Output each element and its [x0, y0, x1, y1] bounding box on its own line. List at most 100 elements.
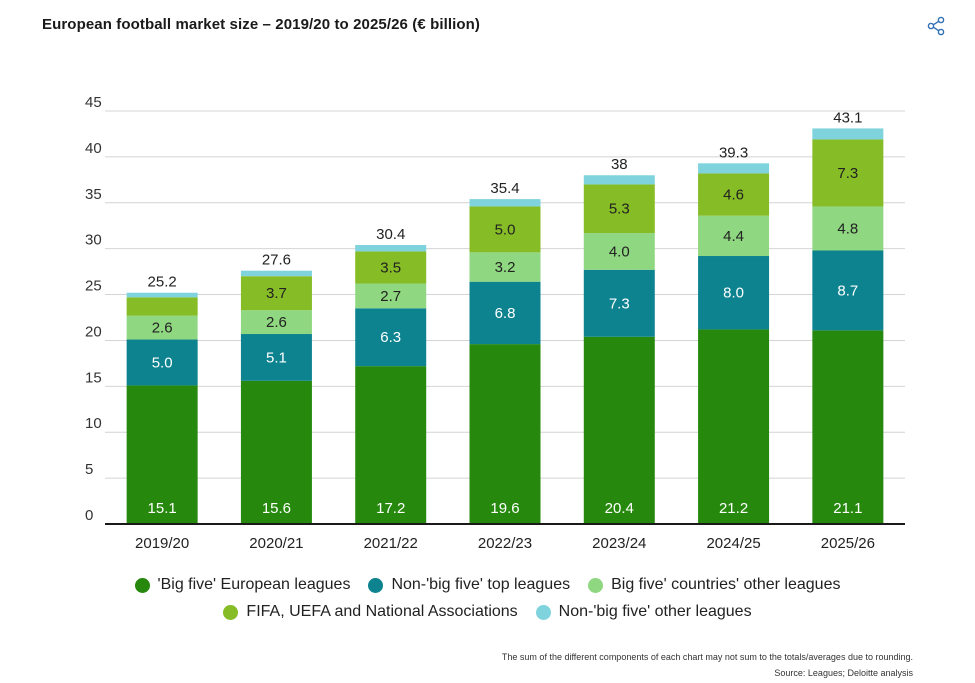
- total-label: 27.6: [262, 252, 291, 269]
- legend-swatch: [368, 577, 384, 593]
- bar-segment: [698, 256, 770, 330]
- data-label: 21.1: [833, 500, 862, 517]
- legend-swatch: [134, 577, 150, 593]
- bar-segment: [583, 269, 655, 337]
- bar-segment: [698, 329, 770, 524]
- bar-segment: [469, 252, 541, 282]
- data-label: 5.0: [152, 354, 173, 371]
- data-label: 8.0: [723, 285, 744, 302]
- bar-segment: [126, 385, 198, 524]
- bar-segment: [126, 315, 198, 340]
- stacked-bar-chart: 0 5 10 15 20 25 30 35 40 45 15.1 5.0 2.6 25.2 2019/20 1…: [85, 94, 905, 552]
- x-tick-label: 2023/24: [592, 535, 646, 552]
- legend-item-non-big-five-other[interactable]: Non-'big five' other leagues: [535, 603, 752, 621]
- x-tick-label: 2025/26: [821, 535, 875, 552]
- data-label: 2.6: [152, 320, 173, 337]
- bar-segment: [469, 206, 541, 253]
- data-label: 3.2: [495, 259, 516, 276]
- bar-segment: [126, 339, 198, 386]
- bar-segment: [698, 215, 770, 257]
- data-label: 21.2: [719, 500, 748, 517]
- y-tick-label: 30: [85, 232, 102, 249]
- bar-segment: [469, 199, 541, 207]
- y-tick-label: 40: [85, 140, 102, 157]
- data-label: 20.4: [605, 500, 634, 517]
- bar-segment: [240, 270, 312, 277]
- data-label: 8.7: [837, 282, 858, 299]
- bar-segment: [240, 380, 312, 524]
- source-note: Source: Leagues; Deloitte analysis: [774, 668, 913, 678]
- bar-segment: [240, 276, 312, 311]
- data-label: 2.6: [266, 314, 287, 331]
- bar-segment: [240, 310, 312, 335]
- bar-segment: [583, 184, 655, 234]
- total-label: 39.3: [719, 144, 748, 161]
- bar-segment: [583, 336, 655, 524]
- bar-segment: [355, 308, 427, 367]
- legend-label: Non-'big five' top leagues: [391, 576, 571, 593]
- y-tick-label: 35: [85, 186, 102, 203]
- legend-label: Big five' countries' other leagues: [611, 576, 841, 593]
- bar-segment: [126, 292, 198, 298]
- bar-segment: [240, 334, 312, 381]
- bar-segment: [355, 366, 427, 524]
- data-label: 4.4: [723, 228, 744, 245]
- data-label: 4.8: [837, 220, 858, 237]
- data-label: 5.3: [609, 201, 630, 218]
- share-icon[interactable]: [926, 16, 946, 36]
- total-label: 38: [611, 156, 628, 173]
- data-label: 4.0: [609, 243, 630, 260]
- x-tick-label: 2020/21: [249, 535, 303, 552]
- bar-segment: [355, 283, 427, 309]
- total-label: 25.2: [148, 274, 177, 291]
- data-label: 2.7: [380, 288, 401, 305]
- total-label: 43.1: [833, 109, 862, 126]
- bar-segment: [812, 139, 884, 207]
- bar-segment: [583, 233, 655, 270]
- data-label: 5.1: [266, 349, 287, 366]
- chart-legend: 'Big five' European leagues Non-'big fiv…: [0, 576, 975, 630]
- total-label: 30.4: [376, 226, 405, 243]
- data-label: 7.3: [609, 295, 630, 312]
- data-label: 4.6: [723, 187, 744, 204]
- bar-segment: [583, 175, 655, 185]
- data-label: 6.3: [380, 329, 401, 346]
- rounding-note: The sum of the different components of e…: [501, 652, 913, 662]
- bar-segment: [812, 330, 884, 524]
- data-label: 7.3: [837, 165, 858, 182]
- x-tick-label: 2024/25: [706, 535, 760, 552]
- bar-segment: [126, 297, 198, 316]
- y-tick-label: 25: [85, 278, 102, 295]
- bar-segment: [355, 244, 427, 252]
- y-tick-label: 0: [85, 507, 93, 524]
- bar-segment: [355, 251, 427, 284]
- legend-swatch: [535, 604, 551, 620]
- x-tick-label: 2022/23: [478, 535, 532, 552]
- bar-segment: [469, 281, 541, 345]
- chart-title: European football market size – 2019/20 …: [42, 16, 481, 33]
- legend-label: Non-'big five' other leagues: [558, 603, 752, 620]
- bar-segment: [812, 128, 884, 140]
- data-label: 5.0: [495, 221, 516, 238]
- data-label: 17.2: [376, 500, 405, 517]
- x-tick-label: 2019/20: [135, 535, 189, 552]
- legend-swatch: [223, 604, 239, 620]
- bar-segment: [812, 206, 884, 251]
- legend-item-fifa-uefa[interactable]: FIFA, UEFA and National Associations: [223, 603, 518, 621]
- total-label: 35.4: [490, 180, 519, 197]
- data-label: 3.5: [380, 259, 401, 276]
- legend-item-big-five-other[interactable]: Big five' countries' other leagues: [588, 576, 840, 594]
- y-tick-label: 45: [85, 94, 102, 111]
- legend-item-non-big-five-top[interactable]: Non-'big five' top leagues: [368, 576, 570, 594]
- legend-item-big-five[interactable]: 'Big five' European leagues: [134, 576, 351, 594]
- y-tick-label: 20: [85, 323, 102, 340]
- legend-label: 'Big five' European leagues: [157, 576, 351, 593]
- data-label: 15.1: [148, 500, 177, 517]
- bar-segment: [812, 250, 884, 331]
- data-label: 6.8: [495, 305, 516, 322]
- y-tick-label: 10: [85, 415, 102, 432]
- y-tick-label: 5: [85, 461, 93, 478]
- x-tick-label: 2021/22: [364, 535, 418, 552]
- bar-segment: [469, 344, 541, 524]
- data-label: 19.6: [490, 500, 519, 517]
